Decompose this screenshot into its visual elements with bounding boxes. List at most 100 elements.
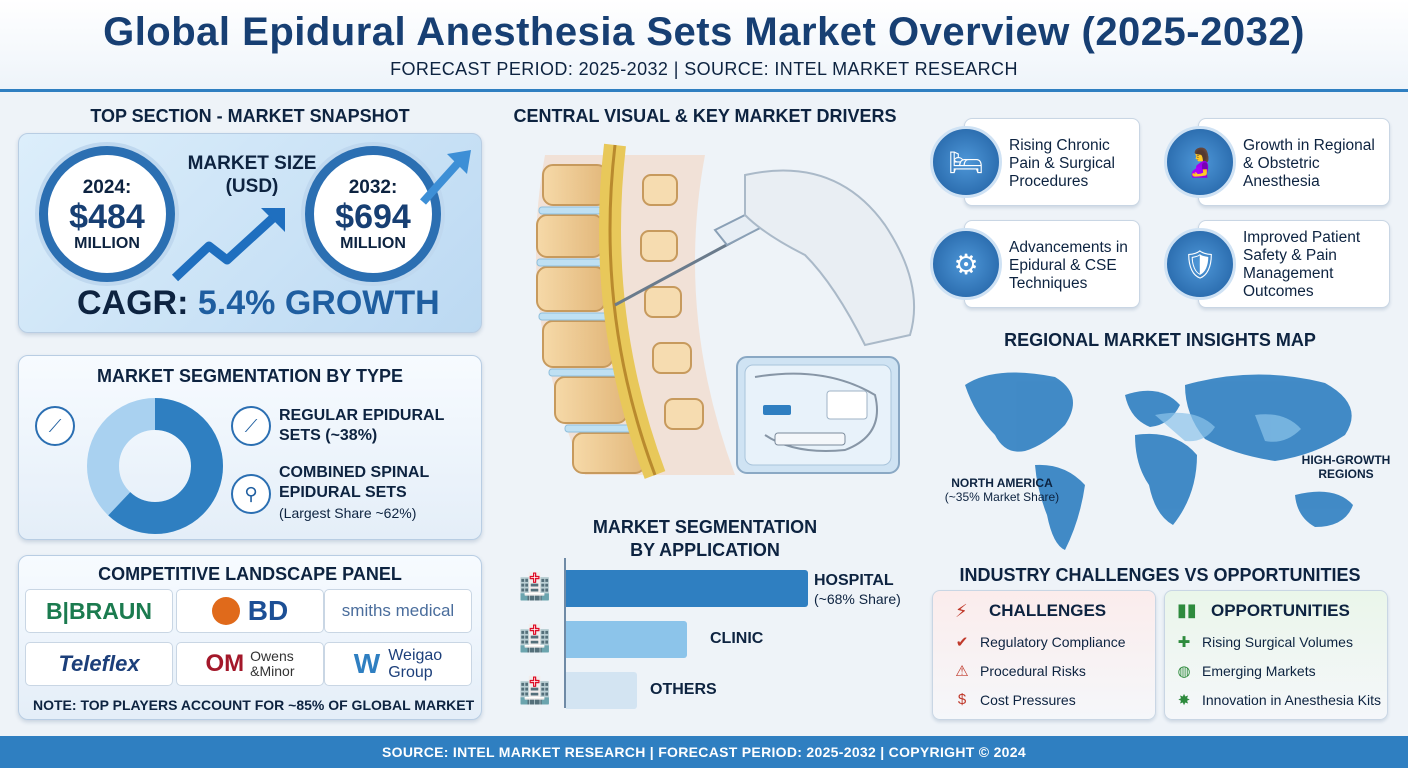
others-label: OTHERS [650, 681, 717, 698]
opportunity-text: Emerging Markets [1202, 662, 1316, 679]
chal-opp-heading: INDUSTRY CHALLENGES VS OPPORTUNITIES [959, 565, 1361, 585]
globe-icon: ◍ [1177, 662, 1191, 680]
challenge-item: ✔ Regulatory Compliance [951, 627, 1126, 656]
snapshot-heading: TOP SECTION - MARKET SNAPSHOT [90, 106, 410, 126]
world-map [965, 372, 1353, 550]
gear-brain-icon: ⚙ [930, 228, 1002, 300]
start-unit: MILLION [74, 235, 140, 252]
application-bar-hospital [566, 570, 808, 607]
shield-person-icon: 🛡 [1164, 228, 1236, 300]
weigao-logo: W Weigao Group [324, 642, 472, 686]
competitive-heading: COMPETITIVE LANDSCAPE PANEL [98, 564, 402, 584]
legend-regular-line2: SETS (~38%) [279, 427, 378, 444]
end-year: 2032: [348, 177, 398, 198]
pregnancy-icon: 🤰 [1164, 126, 1236, 198]
opportunity-item: ✚ Rising Surgical Volumes [1173, 627, 1381, 656]
teleflex-logo: Teleflex [25, 642, 173, 686]
legend-regular-line1: REGULAR EPIDURAL [279, 407, 445, 424]
map-oceania [1295, 491, 1353, 527]
competitive-panel: COMPETITIVE LANDSCAPE PANEL B|BRAUN BD s… [18, 555, 482, 720]
bbraun-text: B|BRAUN [45, 597, 153, 624]
driver-card-patient-safety: Improved Patient Safety & Pain Managemen… [1198, 220, 1390, 308]
driver-line: Growth in Regional [1243, 137, 1375, 154]
challenges-list: ✔ Regulatory Compliance ⚠ Procedural Risks… [951, 627, 1126, 714]
driver-line: Rising Chronic [1009, 137, 1110, 154]
legend-combined: COMBINED SPINAL EPIDURAL SETS (Largest S… [279, 463, 429, 523]
check-badge-icon: ✔ [955, 633, 969, 651]
driver-text: Rising Chronic Pain & Surgical Procedure… [1009, 137, 1115, 191]
challenge-text: Regulatory Compliance [980, 633, 1126, 650]
group-word: Group [388, 664, 433, 681]
driver-line: Outcomes [1243, 283, 1314, 300]
application-bar-clinic [566, 621, 687, 658]
combined-set-icon: ⚲ [231, 474, 271, 514]
opportunities-list: ✚ Rising Surgical Volumes ◍ Emerging Marke… [1173, 627, 1381, 714]
bd-text: BD [247, 595, 289, 626]
minor-word: Minor [259, 663, 295, 679]
opportunities-title: OPPORTUNITIES [1211, 601, 1350, 620]
lightbulb-icon: ✸ [1177, 691, 1191, 709]
driver-line: & Obstetric [1243, 155, 1320, 172]
legend-combined-note: (Largest Share ~62%) [279, 505, 417, 521]
growth-arrow-icon [171, 208, 285, 282]
clinic-label: CLINIC [710, 630, 764, 647]
weigao-w-icon: W [353, 648, 381, 679]
weigao-text: Weigao Group [388, 647, 442, 681]
opportunity-text: Innovation in Anesthesia Kits [1202, 691, 1382, 708]
type-donut-chart [87, 398, 223, 534]
competitive-note: NOTE: TOP PLAYERS ACCOUNT FOR ~85% OF GL… [33, 697, 475, 713]
legend-regular: REGULAR EPIDURAL SETS (~38%) [279, 406, 444, 446]
driver-line: Safety & Pain [1243, 247, 1337, 264]
challenges-title: CHALLENGES [989, 601, 1107, 620]
spine-illustration [536, 143, 916, 479]
central-heading: CENTRAL VISUAL & KEY MARKET DRIVERS [513, 106, 897, 126]
minor-text: &Minor [250, 663, 295, 679]
opportunity-text: Rising Surgical Volumes [1202, 633, 1353, 650]
owens-minor-logo: OM Owens &Minor [176, 642, 324, 686]
owens-text: Owens [250, 648, 294, 664]
driver-line: Management [1243, 265, 1334, 282]
bbraun-logo: B|BRAUN [25, 589, 173, 633]
high-growth-label: HIGH-GROWTH REGIONS [1296, 453, 1396, 481]
challenge-text: Cost Pressures [980, 691, 1076, 708]
high-growth-line2: REGIONS [1318, 467, 1374, 481]
clinic-building-icon: 🏥 [518, 624, 552, 654]
opportunity-item: ◍ Emerging Markets [1173, 656, 1381, 685]
legend-combined-line1: COMBINED SPINAL [279, 464, 430, 481]
smiths-medical-logo: smiths medical [324, 589, 472, 633]
others-building-icon: 🏥 [518, 676, 552, 706]
syringe-icon: ⟋ [231, 406, 271, 446]
market-size-unit: (USD) [225, 176, 279, 197]
driver-line: Techniques [1009, 275, 1088, 292]
owens-minor-text: Owens &Minor [250, 649, 294, 679]
start-value: $484 [69, 198, 145, 236]
end-unit: MILLION [340, 235, 406, 252]
application-axis [564, 558, 566, 708]
driver-text: Advancements in Epidural & CSE Technique… [1009, 239, 1128, 293]
opportunity-item: ✸ Innovation in Anesthesia Kits [1173, 685, 1381, 714]
cagr-text: CAGR: 5.4% GROWTH [77, 284, 440, 323]
bd-logo: BD [176, 589, 324, 633]
hospital-building-icon: 🏥 [518, 572, 552, 602]
footer-bar: SOURCE: INTEL MARKET RESEARCH | FORECAST… [0, 736, 1408, 768]
needle-icon: ⟋ [35, 406, 75, 446]
start-year: 2024: [82, 177, 132, 198]
market-size-label: MARKET SIZE (USD) [167, 152, 337, 198]
challenge-item: ⚠ Procedural Risks [951, 656, 1126, 685]
header-banner: Global Epidural Anesthesia Sets Market O… [0, 0, 1408, 92]
om-mark: OM [205, 650, 245, 677]
north-america-share: (~35% Market Share) [944, 490, 1060, 504]
driver-line: Epidural & CSE [1009, 257, 1117, 274]
application-heading-line1: MARKET SEGMENTATION [592, 517, 818, 537]
page-title: Global Epidural Anesthesia Sets Market O… [103, 10, 1305, 54]
map-heading: REGIONAL MARKET INSIGHTS MAP [1004, 330, 1316, 350]
type-heading: MARKET SEGMENTATION BY TYPE [96, 366, 404, 386]
driver-text: Improved Patient Safety & Pain Managemen… [1243, 229, 1360, 301]
north-america-name: NORTH AMERICA [951, 476, 1053, 490]
weigao-word: Weigao [388, 647, 443, 664]
bd-sun-icon [211, 597, 240, 625]
challenges-icon: ⚡ [955, 601, 968, 622]
application-heading-line2: BY APPLICATION [630, 540, 780, 560]
market-size-title: MARKET SIZE [187, 153, 317, 174]
market-2032-circle: 2032: $694 MILLION [305, 146, 441, 282]
